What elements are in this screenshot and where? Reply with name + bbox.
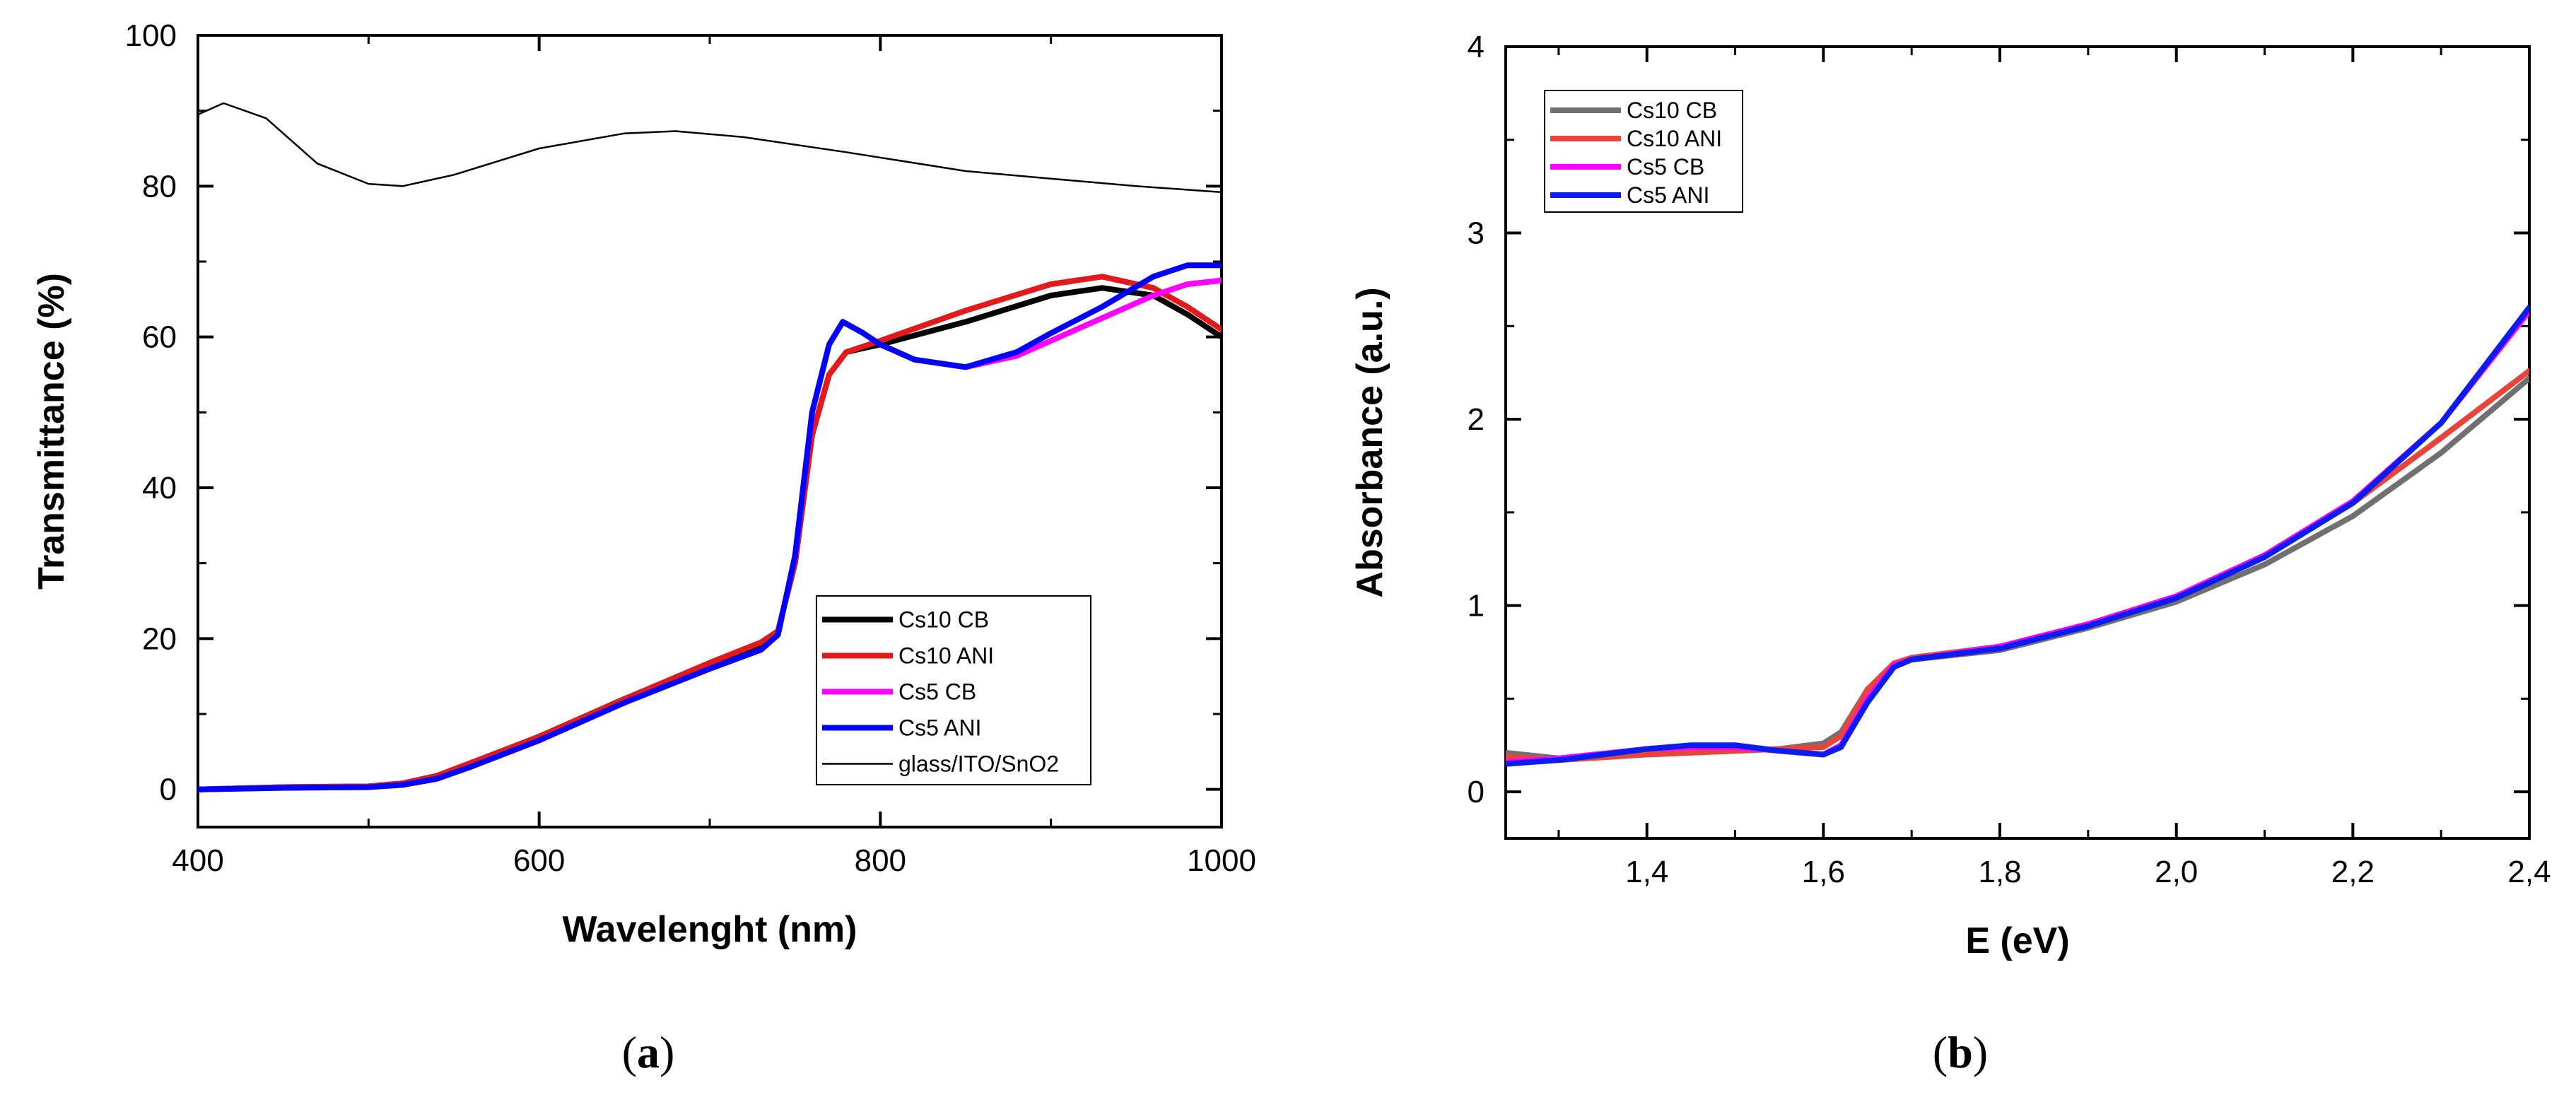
x-tick-label: 1,6 (1802, 855, 1845, 889)
x-tick-label: 1,4 (1625, 855, 1668, 889)
caption-a-open: ( (622, 1027, 637, 1077)
legend-label: Cs5 CB (1627, 154, 1704, 180)
legend-label: Cs5 ANI (1627, 182, 1709, 208)
y-tick-label: 3 (1468, 216, 1485, 251)
x-tick-label: 600 (513, 843, 565, 878)
caption-b-close: ) (1973, 1027, 1988, 1077)
caption-a-letter: a (637, 1027, 660, 1077)
legend-label: Cs10 CB (1627, 98, 1717, 123)
y-axis-title: Absorbance (a.u.) (1350, 287, 1391, 597)
y-tick-label: 60 (142, 320, 177, 355)
plot-frame (1504, 45, 2531, 840)
legend-label: Cs5 CB (898, 679, 976, 705)
x-tick-label: 2,2 (2331, 855, 2375, 889)
chart-transmittance: 400 600 800 1000 0 20 40 60 80 100 Wavelenght (nm)… (31, 18, 1256, 950)
legend-label: Cs10 ANI (1627, 126, 1722, 151)
y-tick-label: 0 (1468, 775, 1485, 809)
series-line-cs5-ani (1506, 304, 2529, 767)
legend-label: glass/ITO/SnO2 (898, 751, 1059, 777)
x-axis-title: E (eV) (1965, 920, 2069, 961)
x-tick-label: 800 (855, 843, 906, 878)
caption-a: (a) (622, 1027, 675, 1077)
y-tick-label: 4 (1468, 30, 1485, 64)
chart-absorbance: 1,4 1,6 1,8 2,0 2,2 2,4 0 1 2 3 4 E (eV) Absorbance … (1350, 30, 2551, 961)
legend-label: Cs5 ANI (898, 715, 981, 741)
caption-b-open: ( (1933, 1027, 1948, 1077)
x-tick-label: 2,4 (2507, 855, 2551, 889)
legend-label: Cs10 CB (898, 607, 989, 633)
y-tick-label: 0 (160, 773, 177, 807)
series-line-glass-ito-sno2 (198, 102, 1222, 194)
x-axis-title: Wavelenght (nm) (563, 909, 857, 950)
y-tick-label: 80 (142, 169, 177, 204)
series-group (198, 102, 1222, 792)
caption-a-close: ) (660, 1027, 674, 1077)
caption-b: (b) (1933, 1027, 1988, 1077)
y-tick-label: 2 (1468, 402, 1485, 437)
x-tick-label: 2,0 (2155, 855, 2198, 889)
series-line-cs10-cb (1506, 375, 2529, 761)
series-line-cs5-ani (198, 262, 1222, 792)
x-tick-label: 1,8 (1978, 855, 2021, 889)
y-axis-title: Transmittance (%) (31, 273, 72, 590)
series-line-cs10-ani (1506, 368, 2529, 763)
y-tick-label: 20 (142, 621, 177, 656)
series-line-cs5-cb (1506, 308, 2529, 765)
y-tick-label: 1 (1468, 589, 1485, 623)
y-tick-label: 100 (125, 18, 177, 53)
caption-b-letter: b (1948, 1027, 1973, 1077)
y-tick-label: 40 (142, 471, 177, 505)
x-tick-label: 1000 (1187, 843, 1256, 878)
x-tick-label: 400 (172, 843, 223, 878)
series-group (1506, 304, 2529, 767)
legend-label: Cs10 ANI (898, 643, 994, 669)
